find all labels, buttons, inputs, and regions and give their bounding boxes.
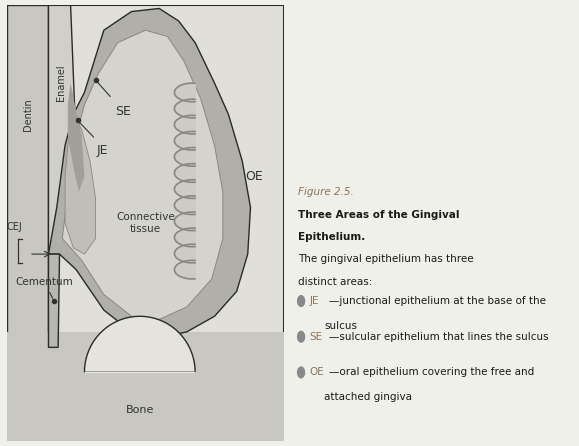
Circle shape: [298, 367, 305, 378]
Circle shape: [298, 296, 305, 306]
Text: distinct areas:: distinct areas:: [298, 277, 372, 286]
Text: Connective
tissue: Connective tissue: [116, 212, 175, 234]
Polygon shape: [174, 132, 195, 150]
Text: Enamel: Enamel: [56, 65, 66, 101]
Text: OE: OE: [245, 170, 263, 183]
Polygon shape: [49, 8, 251, 338]
Text: OE: OE: [310, 368, 324, 377]
Text: Dentin: Dentin: [23, 98, 32, 131]
Text: —junctional epithelium at the base of the: —junctional epithelium at the base of th…: [328, 296, 545, 306]
Polygon shape: [174, 228, 195, 247]
Text: JE: JE: [310, 296, 319, 306]
Text: attached gingiva: attached gingiva: [324, 392, 412, 402]
Polygon shape: [65, 114, 96, 254]
Polygon shape: [174, 244, 195, 263]
Polygon shape: [174, 164, 195, 182]
Polygon shape: [174, 180, 195, 198]
Polygon shape: [49, 5, 76, 254]
Polygon shape: [174, 196, 195, 215]
Text: Three Areas of the Gingival: Three Areas of the Gingival: [298, 210, 460, 219]
Polygon shape: [174, 212, 195, 231]
Polygon shape: [174, 260, 195, 279]
Text: Epithelium.: Epithelium.: [298, 232, 365, 242]
Text: —sulcular epithelium that lines the sulcus: —sulcular epithelium that lines the sulc…: [328, 332, 548, 342]
Polygon shape: [68, 83, 85, 192]
Text: JE: JE: [97, 144, 108, 157]
Polygon shape: [85, 316, 195, 372]
Text: Cementum: Cementum: [15, 277, 73, 298]
Polygon shape: [174, 116, 195, 134]
Text: Figure 2.5.: Figure 2.5.: [298, 187, 354, 197]
Polygon shape: [49, 254, 60, 347]
Text: The gingival epithelium has three: The gingival epithelium has three: [298, 254, 474, 264]
Text: sulcus: sulcus: [324, 321, 357, 330]
Text: Bone: Bone: [126, 405, 154, 414]
Text: —oral epithelium covering the free and: —oral epithelium covering the free and: [328, 368, 534, 377]
Polygon shape: [7, 5, 49, 441]
Polygon shape: [174, 148, 195, 166]
Circle shape: [298, 331, 305, 342]
Polygon shape: [174, 99, 195, 118]
Text: SE: SE: [310, 332, 323, 342]
Polygon shape: [174, 83, 195, 102]
Polygon shape: [63, 30, 223, 319]
Text: SE: SE: [115, 105, 131, 118]
Text: CEJ: CEJ: [7, 222, 23, 232]
Polygon shape: [7, 332, 284, 441]
